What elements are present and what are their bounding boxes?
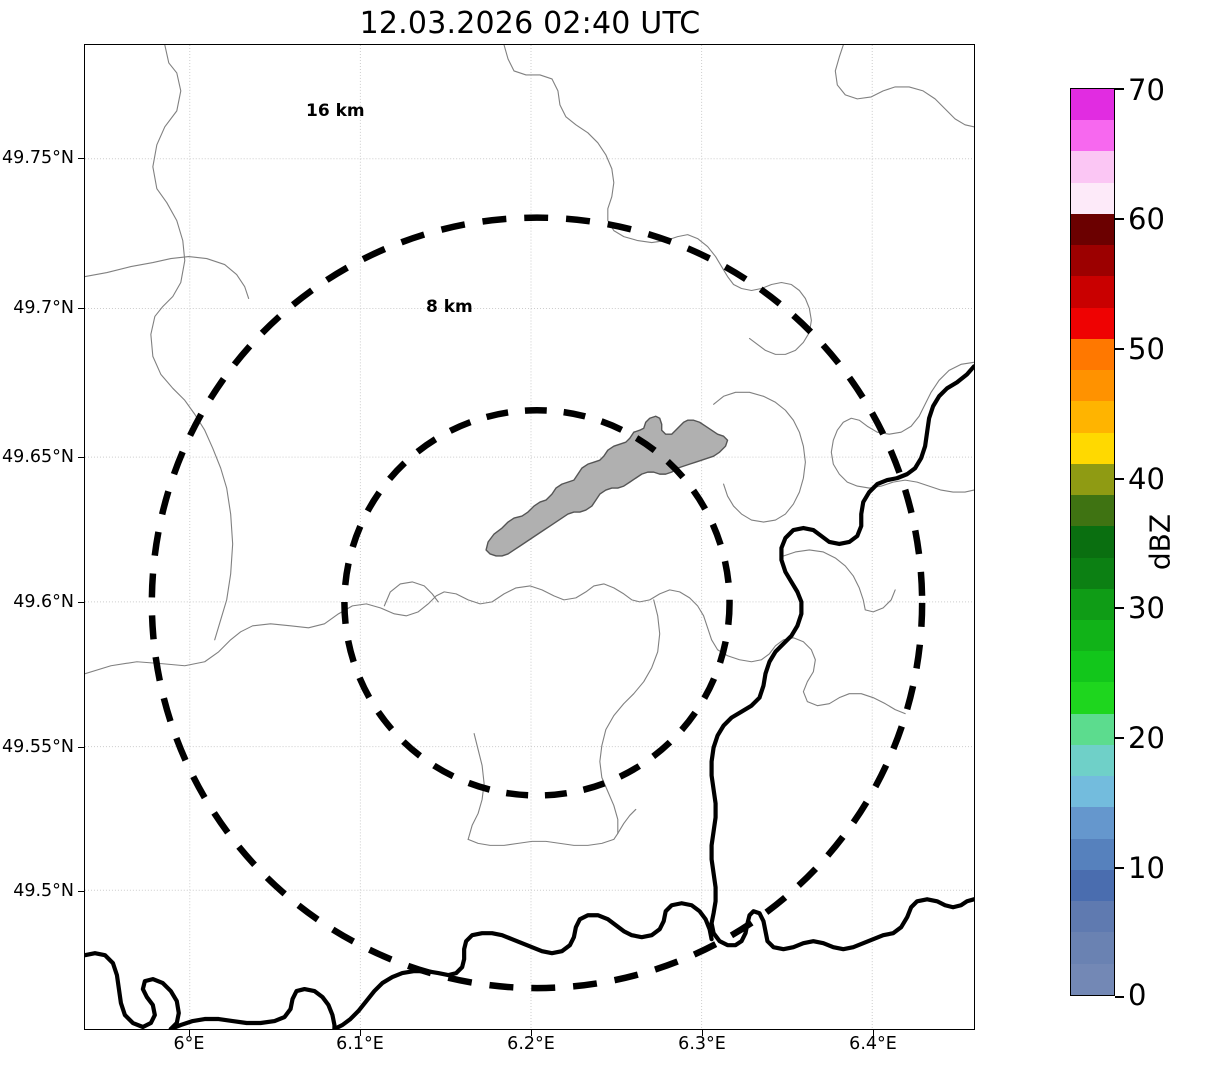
colorbar-band-62.5-65 [1071, 182, 1114, 214]
subdivision-boundaries [85, 45, 974, 846]
colorbar-tick-40 [1115, 478, 1124, 480]
subdivision-line-s-loop [467, 832, 619, 846]
ytick-mark-4 [78, 747, 84, 749]
colorbar-tick-70 [1115, 88, 1124, 90]
colorbar-label-70: 70 [1128, 73, 1165, 107]
subdivision-line-n-center [503, 45, 812, 355]
colorbar-band-55-57.5 [1071, 276, 1114, 308]
ytick-mark-0 [78, 158, 84, 160]
ytick-label-5: 49.5°N [13, 881, 74, 901]
colorbar-band-67.5-70 [1071, 120, 1114, 152]
colorbar-tick-30 [1115, 607, 1124, 609]
colorbar-band-52.5-55 [1071, 307, 1114, 339]
ytick-label-3: 49.6°N [13, 592, 74, 612]
xtick-mark-4 [873, 1030, 875, 1036]
xtick-mark-0 [189, 1030, 191, 1036]
colorbar-label-60: 60 [1128, 202, 1165, 236]
xtick-label-2: 6.2°E [507, 1034, 555, 1054]
colorbar[interactable] [1070, 88, 1115, 996]
colorbar-label-50: 50 [1128, 332, 1165, 366]
colorbar-label-10: 10 [1128, 851, 1165, 885]
colorbar-band-45-47.5 [1071, 401, 1114, 433]
colorbar-band-10-12.5 [1071, 838, 1114, 870]
subdivision-line-sw-spur [467, 733, 485, 840]
colorbar-band-27.5-30 [1071, 619, 1114, 652]
colorbar-band-30-32.5 [1071, 588, 1114, 620]
colorbar-label-20: 20 [1128, 721, 1165, 755]
ytick-label-4: 49.55°N [2, 737, 74, 757]
colorbar-band-47.5-50 [1071, 370, 1114, 402]
range-ring-8km [341, 407, 733, 799]
colorbar-label-0: 0 [1128, 978, 1147, 1012]
colorbar-tick-60 [1115, 218, 1124, 220]
colorbar-band-32.5-35 [1071, 557, 1114, 589]
colorbar-band-2.5-5 [1071, 932, 1114, 964]
subdivision-line-center-s [599, 599, 661, 834]
colorbar-band-15-17.5 [1071, 776, 1114, 808]
colorbar-band-42.5-45 [1071, 432, 1114, 464]
subdivision-line-e-mid [713, 391, 806, 523]
colorbar-band-0-2.5 [1071, 963, 1114, 995]
colorbar-band-12.5-15 [1071, 807, 1114, 839]
xtick-label-1: 6.1°E [336, 1034, 384, 1054]
map-canvas[interactable] [85, 45, 974, 1029]
colorbar-tick-10 [1115, 867, 1124, 869]
ytick-mark-1 [78, 308, 84, 310]
colorbar-band-20-22.5 [1071, 713, 1114, 745]
xtick-mark-3 [702, 1030, 704, 1036]
range-ring-16km [148, 214, 926, 992]
colorbar-title: dBZ [1143, 513, 1177, 571]
border-south-3 [332, 901, 714, 1029]
colorbar-label-40: 40 [1128, 462, 1165, 496]
colorbar-band-57.5-60 [1071, 245, 1114, 277]
colorbar-band-40-42.5 [1071, 463, 1114, 496]
colorbar-tick-0 [1115, 996, 1124, 998]
xtick-label-3: 6.3°E [678, 1034, 726, 1054]
subdivision-line-w [85, 256, 250, 300]
ytick-label-0: 49.75°N [2, 148, 74, 168]
subdivision-line-wsw [85, 583, 906, 715]
xtick-label-4: 6.4°E [849, 1034, 897, 1054]
ytick-mark-2 [78, 457, 84, 459]
colorbar-band-25-27.5 [1071, 651, 1114, 683]
colorbar-band-60-62.5 [1071, 213, 1114, 246]
subdivision-line-center-small [383, 581, 439, 607]
xtick-mark-1 [360, 1030, 362, 1036]
subdivision-line-e-lower [782, 549, 896, 613]
border-south [85, 951, 181, 1029]
colorbar-label-30: 30 [1128, 591, 1165, 625]
colorbar-band-65-67.5 [1071, 151, 1114, 183]
ytick-label-1: 49.7°N [13, 298, 74, 318]
range-ring-label-16km: 16 km [306, 101, 365, 121]
colorbar-band-70-72.5 [1071, 89, 1114, 121]
xtick-mark-2 [531, 1030, 533, 1036]
colorbar-tick-20 [1115, 737, 1124, 739]
subdivision-line-bottom-center [617, 808, 637, 834]
colorbar-band-35-37.5 [1071, 526, 1114, 558]
figure-title: 12.03.2026 02:40 UTC [359, 5, 701, 41]
colorbar-band-5-7.5 [1071, 901, 1114, 933]
border-south-2 [168, 986, 337, 1029]
colorbar-band-37.5-40 [1071, 495, 1114, 527]
colorbar-band-50-52.5 [1071, 338, 1114, 371]
border-east [709, 364, 974, 952]
colorbar-band-7.5-10 [1071, 869, 1114, 902]
national-border [85, 364, 974, 1029]
subdivision-line-nw [150, 45, 234, 641]
subdivision-line-e-upper [830, 361, 974, 493]
colorbar-band-17.5-20 [1071, 744, 1114, 777]
range-ring-label-8km: 8 km [426, 297, 473, 317]
subdivision-line-ne [834, 45, 974, 128]
lake-polygon [485, 415, 729, 557]
colorbar-band-22.5-25 [1071, 682, 1114, 714]
ytick-label-2: 49.65°N [2, 447, 74, 467]
ytick-mark-3 [78, 602, 84, 604]
ytick-mark-5 [78, 891, 84, 893]
colorbar-tick-50 [1115, 348, 1124, 350]
map-plot-area[interactable]: 16 km 8 km [84, 44, 975, 1030]
xtick-label-0: 6°E [173, 1034, 205, 1054]
